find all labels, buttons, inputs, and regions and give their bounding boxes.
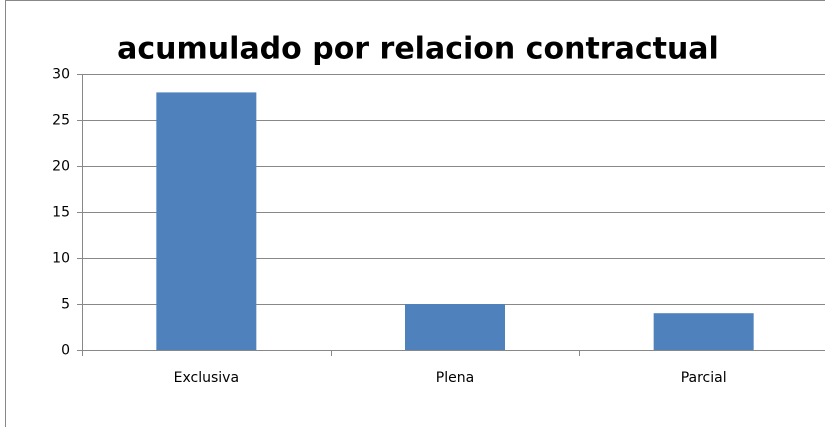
- y-tick-label: 5: [61, 297, 70, 313]
- chart-title: acumulado por relacion contractual: [117, 32, 719, 67]
- y-tick-label: 10: [52, 251, 70, 267]
- y-tick-label: 25: [52, 113, 70, 129]
- y-tick-label: 30: [52, 67, 70, 83]
- x-tick-label: Plena: [436, 370, 474, 386]
- chart-border: [5, 0, 825, 427]
- bar: [156, 92, 257, 351]
- y-tick-label: 20: [52, 159, 70, 175]
- bar: [405, 304, 505, 350]
- x-tick-label: Parcial: [681, 370, 727, 386]
- y-tick-label: 15: [52, 205, 70, 221]
- y-tick-label: 0: [61, 343, 70, 359]
- x-tick-label: Exclusiva: [174, 370, 239, 386]
- bar: [653, 313, 754, 350]
